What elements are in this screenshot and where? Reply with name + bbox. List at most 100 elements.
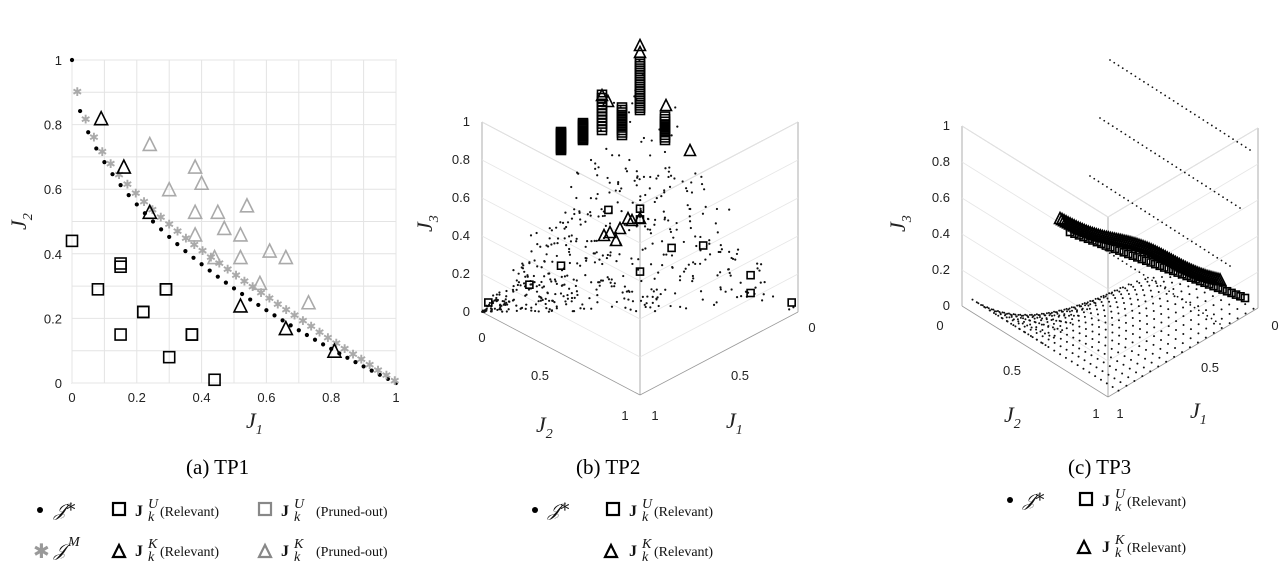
pareto-point <box>1071 318 1074 321</box>
pareto-point <box>529 234 533 237</box>
pareto-point <box>687 263 690 266</box>
axis-frame-line <box>639 311 799 396</box>
pareto-point <box>668 166 671 169</box>
pareto-point <box>1234 204 1237 207</box>
pareto-point <box>1090 354 1093 357</box>
pareto-point <box>483 310 486 313</box>
pareto-point <box>651 295 654 298</box>
pareto-point <box>1176 295 1179 298</box>
pareto-point <box>618 190 621 193</box>
pareto-point <box>484 309 487 312</box>
pareto-point <box>1051 326 1054 329</box>
pareto-point <box>675 228 678 231</box>
pareto-point <box>1003 311 1006 314</box>
pareto-point <box>1128 367 1131 370</box>
pareto-point <box>572 278 575 281</box>
pareto-point <box>565 244 568 247</box>
pareto-point <box>614 189 617 192</box>
pareto-point <box>692 277 695 280</box>
pareto-point <box>704 258 707 261</box>
pareto-point <box>1236 317 1239 320</box>
pareto-point <box>1173 229 1176 232</box>
legend-b-square-marker <box>605 501 621 517</box>
pareto-point <box>545 253 548 256</box>
panel-c-marks <box>971 59 1255 392</box>
model-point: ✱ <box>323 331 333 345</box>
relevant-square <box>1101 241 1111 250</box>
pareto-point <box>1209 188 1212 190</box>
pareto-point <box>715 207 719 211</box>
pareto-point <box>1059 337 1062 340</box>
pareto-point <box>1146 280 1149 283</box>
x-tick-label: 1 <box>1116 406 1123 421</box>
pareto-point <box>663 191 666 194</box>
pareto-point <box>1179 283 1182 286</box>
pruned-triangle <box>239 197 255 213</box>
z-tick-label: 0.2 <box>932 262 950 277</box>
pareto-point <box>199 262 204 267</box>
legend-c-jk-sup: K <box>1114 533 1125 548</box>
pareto-point <box>503 300 506 303</box>
panel-a-tp1: 0 0.2 0.4 0.6 0.8 100.20.40.60.81 ✱✱✱✱✱✱✱✱✱✱✱… <box>6 53 400 479</box>
pareto-point <box>971 298 974 301</box>
pareto-point <box>596 293 599 297</box>
pareto-point <box>1012 324 1015 327</box>
pareto-point <box>1146 276 1149 279</box>
pareto-point <box>708 242 711 245</box>
pareto-point <box>159 227 164 232</box>
pareto-point <box>1043 314 1046 317</box>
pareto-point <box>1207 251 1210 254</box>
pareto-point <box>730 288 733 291</box>
pruned-triangle <box>187 226 203 242</box>
relevant-square <box>1213 283 1223 293</box>
pareto-point <box>1113 377 1116 380</box>
pareto-point <box>1127 292 1130 295</box>
relevant-square <box>596 121 608 133</box>
model-point: ✱ <box>181 231 191 245</box>
grid-line <box>1107 199 1259 290</box>
pareto-point <box>1137 353 1140 356</box>
pareto-point <box>1059 330 1062 333</box>
pareto-point <box>1012 318 1015 321</box>
pareto-point <box>694 172 697 175</box>
pareto-point <box>628 158 631 162</box>
pareto-point <box>1182 333 1185 336</box>
pareto-point <box>1053 328 1056 331</box>
pareto-point <box>1029 319 1032 322</box>
pareto-point <box>1052 322 1055 325</box>
pareto-point <box>1138 312 1141 315</box>
pareto-point <box>719 286 722 289</box>
pareto-point <box>546 292 549 295</box>
pareto-point <box>669 228 672 231</box>
pareto-point <box>1108 252 1111 254</box>
relevant-square <box>604 205 613 215</box>
y-tick-label: 0.8 <box>44 118 62 133</box>
pareto-point <box>995 310 998 313</box>
legend-b-ju-text: (Relevant) <box>654 505 713 520</box>
pareto-point <box>1192 177 1195 179</box>
pareto-point <box>997 314 1000 317</box>
pareto-point <box>592 252 595 255</box>
pareto-point <box>975 301 978 304</box>
legend-c-jk-sub: k <box>1115 546 1122 561</box>
pareto-point <box>608 181 611 184</box>
pareto-point <box>1045 312 1048 315</box>
pareto-point <box>1138 271 1141 274</box>
legend-b-jk-text: (Relevant) <box>654 545 713 560</box>
legend-b: 𝒥* J U k (Relevant) J K k (Relevant) <box>532 497 713 565</box>
pareto-point <box>1110 188 1113 191</box>
pareto-point <box>1168 97 1171 100</box>
pareto-point <box>674 106 677 109</box>
pareto-point <box>1040 312 1043 315</box>
pareto-point <box>1010 322 1013 325</box>
pareto-point <box>1130 350 1133 353</box>
pareto-point <box>554 292 557 296</box>
pareto-point <box>515 279 518 282</box>
pareto-point <box>669 230 673 234</box>
pareto-point <box>568 247 571 251</box>
pareto-point <box>1111 291 1114 294</box>
pareto-point <box>1164 94 1167 97</box>
pareto-point <box>676 125 679 128</box>
model-point: ✱ <box>306 320 316 334</box>
pareto-point <box>537 310 540 313</box>
